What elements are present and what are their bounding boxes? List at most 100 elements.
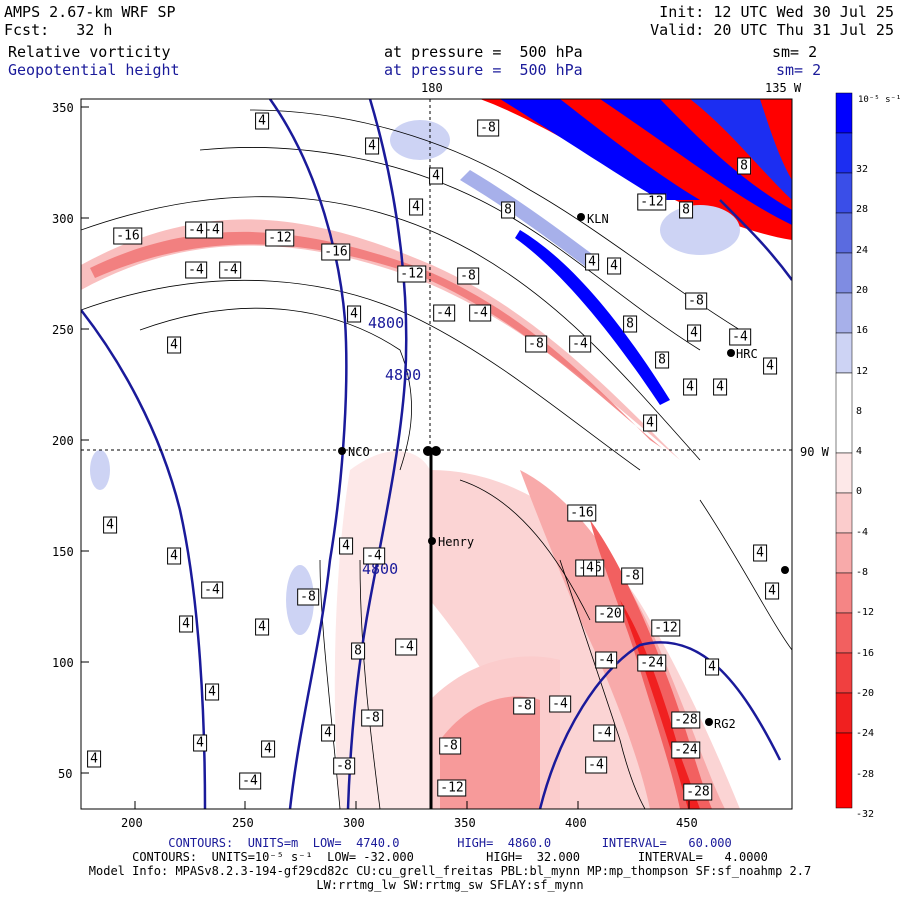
vorticity-contour-label: -24 [671, 741, 701, 759]
vorticity-contour-label: -8 [525, 335, 547, 353]
vorticity-contour-label: 4 [339, 537, 353, 555]
height-contour-label: 4800 [385, 366, 422, 384]
vorticity-contour-label: 4 [753, 544, 767, 562]
vorticity-contour-label: 4 [87, 750, 101, 768]
vorticity-contour-label: -4 [185, 221, 207, 239]
latitude-90w-label: 90 W [800, 445, 829, 459]
field2-smoothing: sm= 2 [776, 61, 822, 79]
vorticity-contour-label: -4 [569, 335, 591, 353]
height-contour-info: CONTOURS: UNITS=m LOW= 4740.0 HIGH= 4860… [168, 836, 732, 850]
vorticity-contour-label: 4 [321, 724, 335, 742]
colorbar-label: -24 [856, 728, 875, 740]
station-label-nco: NCO [348, 445, 370, 459]
height-contour-label: 4800 [362, 560, 399, 578]
vorticity-contour-label: 4 [765, 582, 779, 600]
vorticity-contour-label: 8 [655, 351, 669, 369]
x-tick: 300 [343, 816, 365, 830]
vorticity-contour-label: 8 [501, 201, 515, 219]
forecast-hour: Fcst: 32 h [4, 21, 113, 39]
vorticity-contour-label: 4 [167, 336, 181, 354]
vorticity-contour-label: 4 [205, 683, 219, 701]
vorticity-contour-label: -28 [671, 711, 701, 729]
colorbar-label: 0 [856, 486, 863, 498]
station-label-kln: KLN [587, 212, 609, 226]
height-contour-label: 4800 [368, 314, 405, 332]
colorbar-label: -20 [856, 687, 875, 699]
vorticity-contour-label: -16 [567, 504, 597, 522]
colorbar-label: 12 [856, 365, 869, 377]
vorticity-contour-label: 4 [763, 357, 777, 375]
vorticity-contour-label: 4 [583, 559, 597, 577]
x-tick: 450 [676, 816, 698, 830]
colorbar-label: 28 [856, 204, 869, 216]
vorticity-contour-label: -8 [477, 119, 499, 137]
colorbar-label: 32 [856, 164, 869, 175]
y-tick: 100 [52, 656, 74, 670]
vorticity-contour-label: 4 [687, 324, 701, 342]
colorbar-label: 8 [856, 405, 863, 417]
vorticity-contour-label: -4 [595, 651, 617, 669]
vorticity-contour-label: -12 [437, 779, 467, 797]
vorticity-contour-label: -12 [265, 229, 295, 247]
vorticity-contour-label: -4 [185, 261, 207, 279]
vorticity-contour-label: 4 [255, 618, 269, 636]
vorticity-contour-label: 4 [607, 257, 621, 275]
vorticity-contour-label: 4 [643, 414, 657, 432]
longitude-180-label: 180 [421, 81, 443, 95]
field1-pressure: at pressure = 500 hPa [384, 43, 583, 61]
vorticity-contour-label: -24 [637, 654, 667, 672]
vorticity-contour-label: -4 [201, 581, 223, 599]
station-label-henry: Henry [438, 535, 475, 549]
colorbar-label: -8 [856, 567, 869, 578]
x-tick: 200 [121, 816, 143, 830]
vorticity-contour-label: 8 [351, 642, 365, 660]
colorbar [835, 92, 853, 809]
valid-time: Valid: 20 UTC Thu 31 Jul 25 [650, 21, 894, 39]
y-tick: 300 [52, 212, 74, 226]
vorticity-contour-info: CONTOURS: UNITS=10⁻⁵ s⁻¹ LOW= -32.000 HI… [132, 850, 768, 864]
vorticity-contour-label: 4 [683, 378, 697, 396]
vorticity-contour-label: 4 [429, 167, 443, 185]
vorticity-contour-label: -28 [683, 783, 713, 801]
colorbar-units: 10⁻⁵ s⁻¹ [858, 95, 900, 105]
colorbar-label: -16 [856, 647, 875, 659]
vorticity-contour-label: -4 [433, 304, 455, 322]
colorbar-label: 4 [856, 446, 863, 458]
vorticity-contour-label: -4 [549, 695, 571, 713]
vorticity-contour-label: 4 [261, 740, 275, 758]
vorticity-contour-label: 8 [737, 157, 751, 175]
x-tick: 250 [232, 816, 254, 830]
y-tick: 250 [52, 323, 74, 337]
vorticity-contour-label: -4 [219, 261, 241, 279]
station-label-rg2: RG2 [714, 717, 736, 731]
y-tick: 150 [52, 545, 74, 559]
colorbar-label: -4 [856, 526, 869, 538]
vorticity-contour-label: 4 [103, 516, 117, 534]
x-tick: 400 [565, 816, 587, 830]
vorticity-contour-label: -8 [439, 737, 461, 755]
vorticity-contour-label: -12 [651, 619, 681, 637]
vorticity-contour-label: -4 [585, 756, 607, 774]
field1-smoothing: sm= 2 [772, 43, 818, 61]
vorticity-contour-label: -8 [457, 267, 479, 285]
vorticity-contour-label: 4 [179, 615, 193, 633]
longitude-135w-label: 135 W [765, 81, 802, 95]
vorticity-contour-label: 4 [713, 378, 727, 396]
vorticity-contour-label: 8 [623, 315, 637, 333]
field2-name: Geopotential height [8, 61, 180, 79]
vorticity-contour-label: -4 [395, 638, 417, 656]
vorticity-contour-label: 4 [365, 137, 379, 155]
vorticity-contour-label: -4 [239, 772, 261, 790]
vorticity-contour-label: 4 [255, 112, 269, 130]
vorticity-contour-label: -8 [685, 292, 707, 310]
init-time: Init: 12 UTC Wed 30 Jul 25 [659, 3, 894, 21]
model-title: AMPS 2.67-km WRF SP [4, 3, 176, 21]
vorticity-contour-label: -12 [637, 193, 667, 211]
vorticity-contour-label: 4 [409, 198, 423, 216]
y-tick: 350 [52, 101, 74, 115]
colorbar-label: -32 [856, 808, 875, 820]
field2-pressure: at pressure = 500 hPa [384, 61, 583, 79]
vorticity-contour-label: 4 [585, 253, 599, 271]
vorticity-contour-label: -20 [595, 605, 625, 623]
